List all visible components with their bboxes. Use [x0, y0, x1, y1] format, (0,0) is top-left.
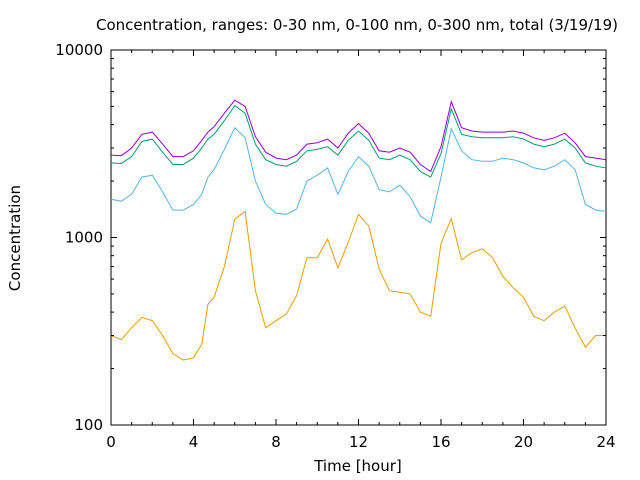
series-layer — [110, 99, 607, 361]
plot-frame — [110, 49, 607, 426]
series-line-1 — [110, 210, 606, 361]
y-tick-label-1000: 1000 — [65, 229, 103, 247]
x-tick-label-20: 20 — [514, 433, 533, 451]
y-axis-label: Concentration — [6, 185, 24, 291]
x-tick-label-0: 0 — [106, 433, 116, 451]
x-tick-label-12: 12 — [349, 433, 368, 451]
x-axis-label: Time [hour] — [313, 457, 402, 475]
y-tick-label-100: 100 — [74, 416, 103, 434]
series-line-4 — [110, 99, 607, 173]
series-line-3 — [110, 104, 607, 178]
x-tick-label-16: 16 — [431, 433, 450, 451]
tick-layer: 0 4 8 12 16 20 24 100 1000 10000 — [55, 41, 615, 451]
x-tick-label-4: 4 — [189, 433, 199, 451]
x-tick-label-8: 8 — [271, 433, 281, 451]
chart-title: Concentration, ranges: 0-30 nm, 0-100 nm… — [96, 16, 618, 34]
x-tick-label-24: 24 — [596, 433, 615, 451]
y-tick-label-10000: 10000 — [55, 41, 103, 59]
series-line-2 — [110, 126, 607, 224]
